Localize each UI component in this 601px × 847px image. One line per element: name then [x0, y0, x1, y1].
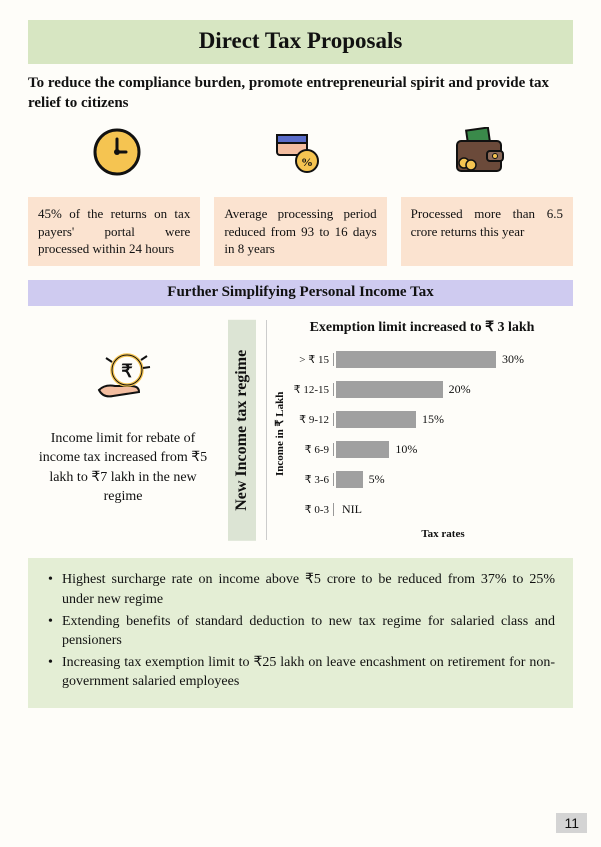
- clock-icon: [92, 127, 142, 182]
- bar-value: 15%: [416, 412, 444, 427]
- regime-label: New Income tax regime: [228, 320, 256, 541]
- bar-category: ₹ 3-6: [292, 473, 334, 486]
- bar-fill: [336, 441, 389, 458]
- bullet-list: Highest surcharge rate on income above ₹…: [46, 570, 555, 692]
- bar-row: ₹ 0-3NIL: [292, 494, 573, 524]
- rupee-hand-icon: ₹: [93, 350, 153, 411]
- bullet-item: Highest surcharge rate on income above ₹…: [46, 570, 555, 609]
- page-number: 11: [556, 813, 587, 833]
- bar-category: ₹ 0-3: [292, 503, 334, 516]
- bar-category: ₹ 9-12: [292, 413, 334, 426]
- bullet-item: Extending benefits of standard deduction…: [46, 612, 555, 651]
- bullets-box: Highest surcharge rate on income above ₹…: [28, 558, 573, 708]
- bar-category: ₹ 12-15: [292, 383, 334, 396]
- page-title: Direct Tax Proposals: [28, 28, 573, 54]
- bar-row: > ₹ 15 30%: [292, 344, 573, 374]
- stat-box-3: Processed more than 6.5 crore returns th…: [401, 197, 573, 266]
- percent-hand-icon: %: [269, 127, 323, 182]
- bar-fill: [336, 411, 416, 428]
- rebate-text: Income limit for rebate of income tax in…: [28, 429, 218, 507]
- bar-value: 30%: [496, 352, 524, 367]
- bar-row: ₹ 12-15 20%: [292, 374, 573, 404]
- svg-text:₹: ₹: [121, 361, 133, 381]
- stat-box-1: 45% of the returns on tax payers' portal…: [28, 197, 200, 266]
- bar-category: > ₹ 15: [292, 353, 334, 366]
- bar-value: 5%: [363, 472, 385, 487]
- icon-row: %: [28, 125, 573, 183]
- chart-ylabel: Income in ₹ Lakh: [271, 344, 288, 524]
- stat-box-2: Average processing period reduced from 9…: [214, 197, 386, 266]
- bar-value: 10%: [389, 442, 417, 457]
- chart-left-col: ₹ Income limit for rebate of income tax …: [28, 320, 218, 507]
- stat-row: 45% of the returns on tax payers' portal…: [28, 197, 573, 266]
- chart-title: Exemption limit increased to ₹ 3 lakh: [271, 320, 573, 337]
- title-banner: Direct Tax Proposals: [28, 20, 573, 64]
- bar-row: ₹ 9-12 15%: [292, 404, 573, 434]
- wallet-icon: [451, 127, 509, 182]
- svg-text:%: %: [301, 155, 313, 169]
- bar-fill: [336, 471, 363, 488]
- chart-bars: > ₹ 15 30% ₹ 12-15 20% ₹ 9-12 15% ₹ 6-9 10% ₹ 3-…: [288, 344, 573, 524]
- bar-value: NIL: [336, 502, 362, 517]
- chart-row: ₹ Income limit for rebate of income tax …: [28, 320, 573, 541]
- bullet-item: Increasing tax exemption limit to ₹25 la…: [46, 653, 555, 692]
- bar-category: ₹ 6-9: [292, 443, 334, 456]
- chart-xlabel: Tax rates: [271, 528, 573, 540]
- section-banner: Further Simplifying Personal Income Tax: [28, 280, 573, 306]
- bar-fill: [336, 351, 496, 368]
- bar-row: ₹ 6-9 10%: [292, 434, 573, 464]
- chart-area: Exemption limit increased to ₹ 3 lakh In…: [266, 320, 573, 541]
- bar-fill: [336, 381, 443, 398]
- bar-row: ₹ 3-6 5%: [292, 464, 573, 494]
- bar-value: 20%: [443, 382, 471, 397]
- subheading: To reduce the compliance burden, promote…: [28, 74, 573, 113]
